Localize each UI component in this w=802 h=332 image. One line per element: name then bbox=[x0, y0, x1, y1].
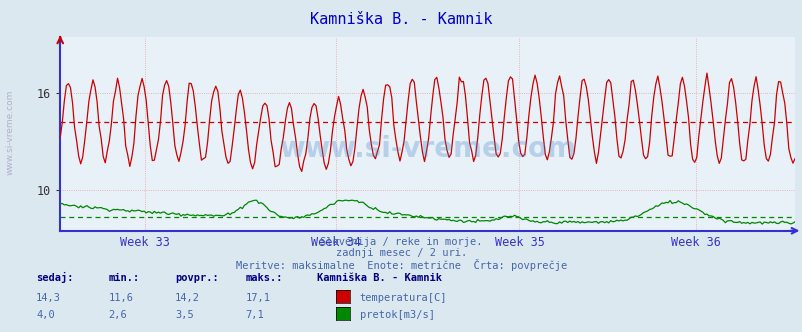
Text: www.si-vreme.com: www.si-vreme.com bbox=[279, 135, 575, 163]
Text: sedaj:: sedaj: bbox=[36, 272, 74, 283]
Text: Kamniška B. - Kamnik: Kamniška B. - Kamnik bbox=[317, 273, 442, 283]
Text: Meritve: maksimalne  Enote: metrične  Črta: povprečje: Meritve: maksimalne Enote: metrične Črta… bbox=[236, 259, 566, 271]
Text: Kamniška B. - Kamnik: Kamniška B. - Kamnik bbox=[310, 12, 492, 27]
Text: zadnji mesec / 2 uri.: zadnji mesec / 2 uri. bbox=[335, 248, 467, 258]
Text: min.:: min.: bbox=[108, 273, 140, 283]
Text: maks.:: maks.: bbox=[245, 273, 283, 283]
Text: 7,1: 7,1 bbox=[245, 310, 264, 320]
Text: 4,0: 4,0 bbox=[36, 310, 55, 320]
Text: www.si-vreme.com: www.si-vreme.com bbox=[6, 90, 15, 176]
Text: 17,1: 17,1 bbox=[245, 293, 270, 303]
Text: 14,2: 14,2 bbox=[175, 293, 200, 303]
Text: pretok[m3/s]: pretok[m3/s] bbox=[359, 310, 434, 320]
Text: 11,6: 11,6 bbox=[108, 293, 133, 303]
Text: povpr.:: povpr.: bbox=[175, 273, 218, 283]
Text: temperatura[C]: temperatura[C] bbox=[359, 293, 447, 303]
Text: 3,5: 3,5 bbox=[175, 310, 193, 320]
Text: 2,6: 2,6 bbox=[108, 310, 127, 320]
Text: Slovenija / reke in morje.: Slovenija / reke in morje. bbox=[320, 237, 482, 247]
Text: 14,3: 14,3 bbox=[36, 293, 61, 303]
